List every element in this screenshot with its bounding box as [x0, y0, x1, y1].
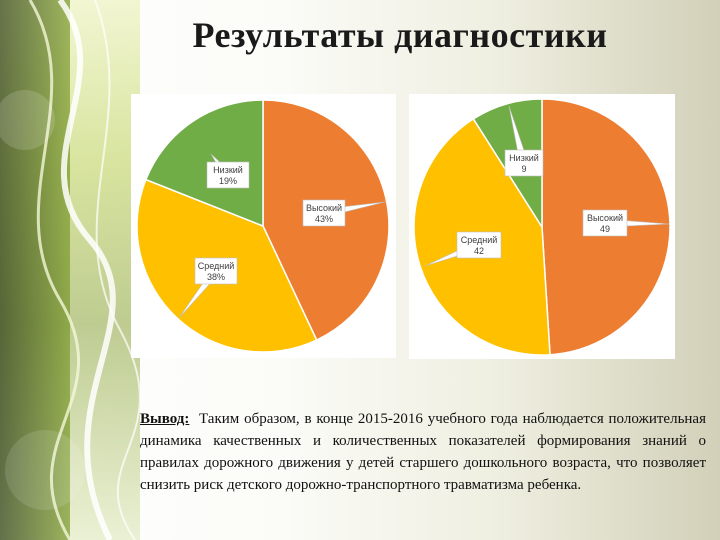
- pie-2-category-label-2: Средний: [461, 235, 498, 245]
- pie-2-category-label-1: Высокий: [587, 213, 623, 223]
- pie-2-value-label-3: 9: [521, 164, 526, 174]
- pie-1-value-label-1: 43%: [315, 214, 333, 224]
- pie-2-callout-box-1: [582, 209, 628, 237]
- decorative-swirl-background: [0, 0, 140, 540]
- pie-2-callout-box-2: [456, 231, 502, 259]
- conclusion-text: Таким образом, в конце 2015-2016 учебног…: [140, 411, 706, 493]
- pie-1-callout-box-3: [206, 161, 250, 189]
- pie-2-value-label-2: 42: [474, 246, 484, 256]
- pie-chart-1: Высокий 43% Средний 38% Низкий 19%: [131, 94, 396, 358]
- pie-1-category-label-3: Низкий: [213, 165, 243, 175]
- conclusion-label: Вывод:: [140, 411, 190, 427]
- pie-2-callout-box-3: [504, 149, 544, 177]
- pie-1-category-label-1: Высокий: [306, 203, 342, 213]
- pie-chart-2: Высокий 49 Средний 42 Низкий 9: [409, 94, 675, 359]
- pie-1-callout-box-1: [302, 199, 346, 227]
- pie-2-category-label-3: Низкий: [509, 153, 539, 163]
- pie-1-value-label-2: 38%: [207, 272, 225, 282]
- pie-1-slice-3: [144, 99, 264, 228]
- pie-2-value-label-1: 49: [600, 224, 610, 234]
- slide-title: Результаты диагностики: [192, 15, 608, 55]
- pie-1-callout-box-2: [194, 257, 238, 285]
- conclusion-paragraph: Вывод: Таким образом, в конце 2015-2016 …: [140, 408, 706, 496]
- pie-1-category-label-2: Средний: [198, 261, 235, 271]
- pie-1-value-label-3: 19%: [219, 176, 237, 186]
